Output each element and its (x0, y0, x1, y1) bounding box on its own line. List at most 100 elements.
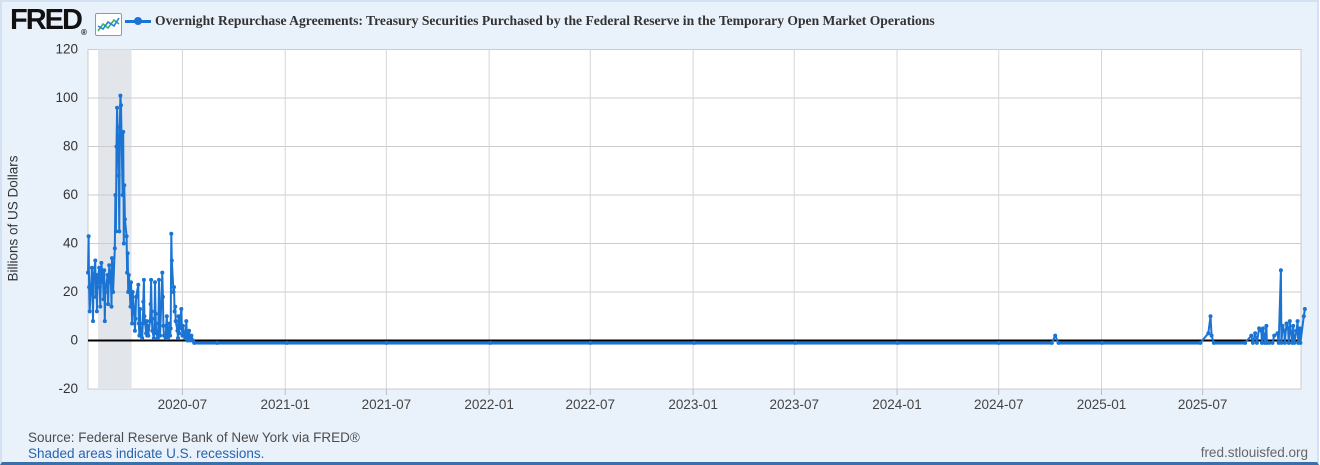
data-marker (136, 321, 141, 326)
data-marker (1280, 323, 1285, 328)
data-marker (587, 341, 591, 345)
data-marker (110, 270, 115, 275)
data-marker (95, 280, 100, 285)
data-marker (486, 341, 491, 345)
data-marker (1053, 333, 1058, 338)
data-marker (106, 302, 111, 307)
data-marker (140, 321, 145, 326)
data-marker (164, 314, 169, 319)
x-tick-label: 2025-07 (1178, 397, 1228, 412)
data-marker (1282, 340, 1287, 345)
data-marker (97, 285, 102, 290)
data-marker (87, 309, 92, 314)
data-marker (173, 319, 178, 324)
data-marker (141, 299, 146, 304)
data-marker (94, 309, 99, 314)
data-marker (180, 333, 185, 338)
data-marker (153, 280, 157, 285)
data-marker (173, 304, 178, 309)
data-marker (169, 258, 174, 263)
data-marker (145, 323, 150, 328)
chart-header: FRED® Overnight Repurchase Agreements: T… (2, 2, 1317, 42)
data-marker (152, 316, 157, 321)
data-marker (93, 294, 98, 299)
data-marker (99, 260, 104, 265)
data-marker (132, 328, 137, 333)
data-marker (1049, 341, 1053, 345)
data-marker (111, 290, 116, 294)
data-marker (141, 277, 146, 282)
data-marker (1294, 328, 1299, 333)
fred-site-link[interactable]: fred.stlouisfed.org (1200, 445, 1308, 460)
data-marker (1298, 340, 1303, 345)
data-marker (121, 241, 126, 246)
data-marker (134, 294, 139, 299)
data-marker (87, 285, 92, 290)
data-marker (1275, 331, 1280, 336)
data-marker (171, 290, 176, 294)
x-tick-label: 2022-07 (566, 397, 616, 412)
data-marker (93, 258, 98, 263)
data-marker (1259, 340, 1264, 345)
data-marker (1264, 323, 1269, 328)
data-marker (130, 290, 135, 294)
data-marker (167, 321, 172, 326)
data-marker (97, 265, 102, 270)
data-marker (894, 341, 898, 345)
data-marker (117, 229, 122, 234)
data-marker (184, 319, 189, 324)
data-marker (1250, 340, 1255, 345)
data-marker (154, 331, 159, 336)
data-marker (90, 290, 95, 294)
recession-note-link[interactable]: Shaded areas indicate U.S. recessions. (28, 446, 265, 461)
data-line (87, 94, 1306, 344)
data-marker (102, 268, 107, 273)
data-marker (1242, 341, 1246, 345)
data-marker (1287, 319, 1292, 324)
data-marker (89, 265, 94, 270)
data-marker (121, 129, 126, 134)
data-marker (1301, 314, 1306, 319)
data-marker (103, 290, 108, 294)
x-tick-label: 2024-07 (974, 397, 1024, 412)
data-marker (129, 280, 133, 285)
data-marker (113, 193, 118, 197)
data-marker (101, 297, 106, 302)
data-marker (91, 319, 95, 324)
data-marker (160, 294, 165, 299)
data-marker (94, 273, 99, 277)
data-marker (176, 314, 181, 319)
x-tick-label: 2020-07 (158, 397, 208, 412)
y-tick-label: 120 (55, 42, 78, 57)
data-marker (1292, 340, 1297, 345)
y-tick-label: 100 (55, 90, 78, 105)
data-marker (179, 307, 184, 311)
data-marker (86, 234, 91, 239)
data-marker (129, 299, 134, 304)
data-marker (151, 336, 156, 341)
data-marker (136, 282, 141, 287)
data-marker (160, 270, 165, 275)
data-marker (116, 173, 121, 178)
data-marker (148, 302, 153, 307)
x-tick-label: 2021-01 (260, 397, 310, 412)
data-marker (130, 321, 135, 326)
data-marker (149, 309, 154, 314)
data-marker (98, 304, 103, 309)
data-marker (158, 333, 163, 338)
data-marker (1267, 340, 1272, 345)
data-marker (1272, 333, 1277, 338)
data-marker (214, 341, 218, 345)
data-marker (156, 321, 161, 326)
data-marker (140, 336, 145, 341)
data-marker (122, 183, 127, 188)
data-marker (161, 323, 166, 328)
fred-logo[interactable]: FRED® (10, 4, 87, 37)
y-tick-label: 40 (63, 236, 78, 251)
data-marker (142, 314, 147, 319)
data-marker (125, 251, 130, 256)
x-tick-label: 2025-01 (1077, 397, 1127, 412)
data-marker (169, 231, 174, 236)
data-marker (1295, 319, 1300, 324)
